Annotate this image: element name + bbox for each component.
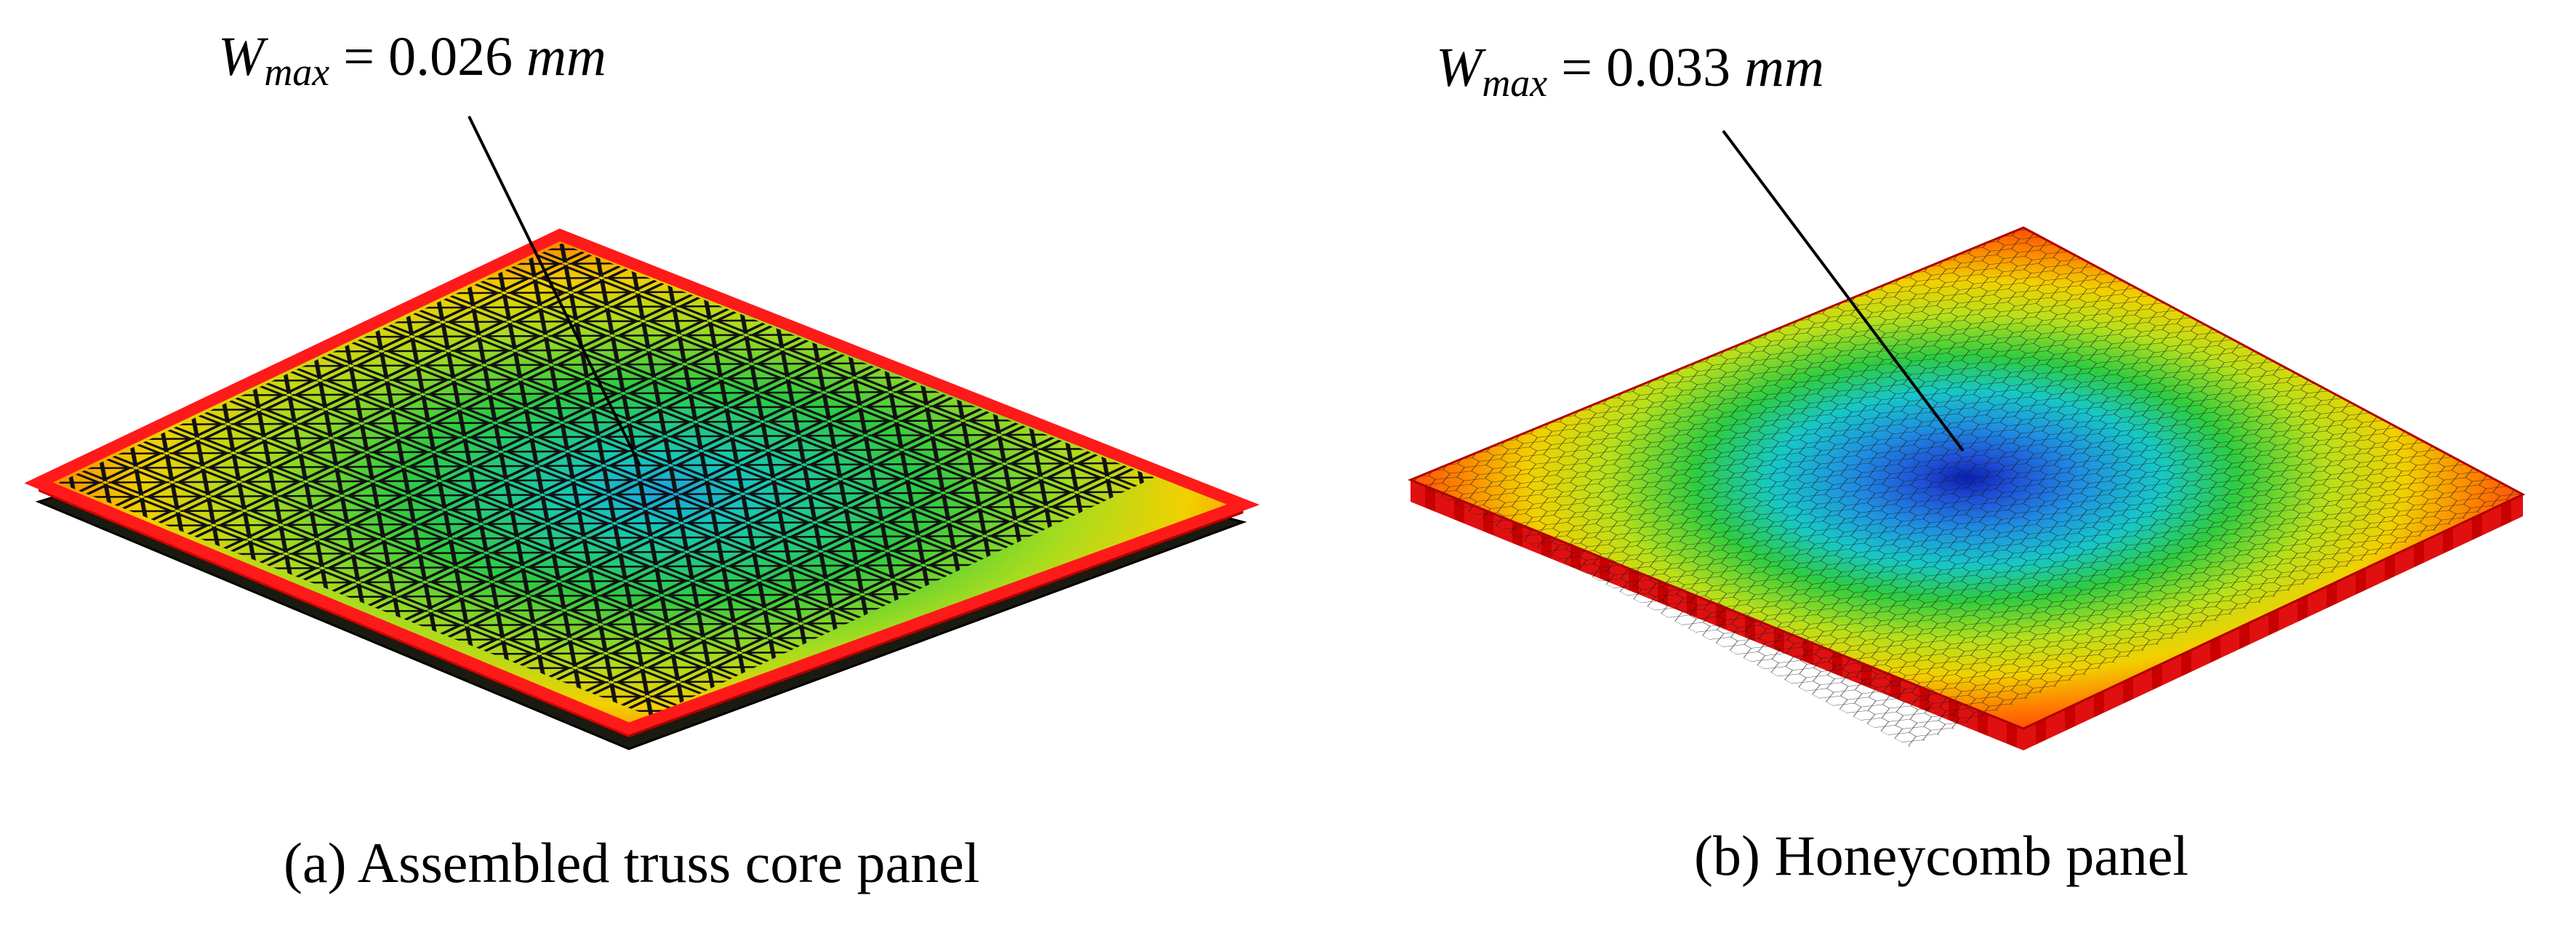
honeycomb-max-deflection-label: Wmax = 0.033 mm [1436,37,1824,103]
honeycomb-unit: mm [1744,37,1824,98]
caption-honeycomb: (b) Honeycomb panel [1694,824,2189,887]
honeycomb-symbol: W [1436,37,1482,98]
truss-max-deflection-label: Wmax = 0.026 mm [218,26,606,92]
truss-symbol: W [218,26,265,87]
caption-truss: (a) Assembled truss core panel [284,831,980,894]
honeycomb-panel [1408,226,2526,750]
truss-unit: mm [526,26,606,87]
truss-leader-line [468,116,641,466]
honeycomb-equals: = [1561,37,1593,98]
honeycomb-side-right [2023,494,2523,750]
truss-pattern [58,243,1155,717]
truss-subscript: max [264,50,330,94]
honeycomb-leader-line [1722,129,1965,452]
truss-equals: = [343,26,375,87]
honeycomb-subscript: max [1482,61,1548,105]
truss-panel [24,228,1260,750]
truss-value: 0.026 [388,26,513,87]
honeycomb-pattern [1411,228,2524,747]
honeycomb-value: 0.033 [1606,37,1731,98]
